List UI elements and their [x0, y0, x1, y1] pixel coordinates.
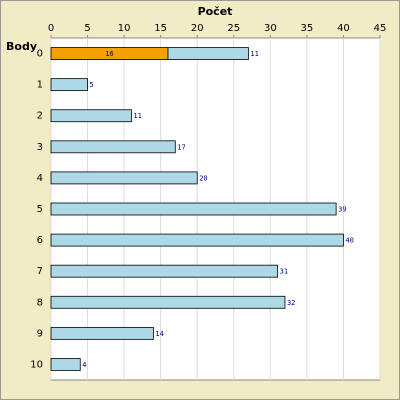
x-tick-label: 30 [264, 23, 277, 34]
y-tick-label: 2 [37, 111, 43, 122]
value-label: 16 [105, 50, 113, 58]
bar [50, 264, 279, 278]
value-label: 39 [338, 206, 346, 214]
x-tick-label: 25 [227, 23, 240, 34]
y-tick-label: 0 [37, 49, 43, 60]
value-label: 17 [177, 143, 185, 151]
y-tick-label: 9 [37, 328, 43, 339]
bar [50, 295, 286, 309]
bar [50, 326, 154, 340]
y-tick-label: 3 [37, 142, 43, 153]
value-label: 5 [90, 81, 94, 89]
bar [50, 233, 344, 247]
x-tick-label: 15 [154, 23, 167, 34]
x-tick-label: 40 [337, 23, 350, 34]
x-tick-label: 0 [48, 23, 54, 34]
bar [50, 202, 337, 216]
value-label: 11 [250, 50, 258, 58]
x-tick-label: 5 [84, 23, 90, 34]
y-tick-label: 1 [37, 80, 43, 91]
bar [167, 47, 249, 60]
chart-title: Počet [198, 5, 233, 18]
y-tick-label: 8 [37, 297, 43, 308]
bar [50, 78, 88, 92]
bar [50, 358, 81, 371]
y-tick-label: 5 [37, 204, 43, 215]
bar [50, 109, 132, 123]
value-label: 20 [199, 174, 207, 182]
x-tick-label: 45 [374, 23, 387, 34]
value-label: 40 [345, 237, 353, 245]
value-label: 11 [133, 112, 141, 120]
bar [50, 140, 176, 154]
value-label: 4 [82, 361, 86, 369]
bar [50, 171, 198, 185]
x-tick-label: 10 [118, 23, 131, 34]
y-tick-label: 7 [37, 266, 43, 277]
x-tick-label: 20 [191, 23, 204, 34]
value-label: 32 [287, 299, 295, 307]
y-tick-label: 6 [37, 235, 43, 246]
y-tick-label: 10 [30, 359, 43, 370]
x-tick-label: 35 [301, 23, 314, 34]
y-axis-label: Body [6, 40, 37, 53]
y-tick-label: 4 [37, 173, 43, 184]
value-label: 14 [155, 330, 163, 338]
value-label: 31 [280, 268, 288, 276]
